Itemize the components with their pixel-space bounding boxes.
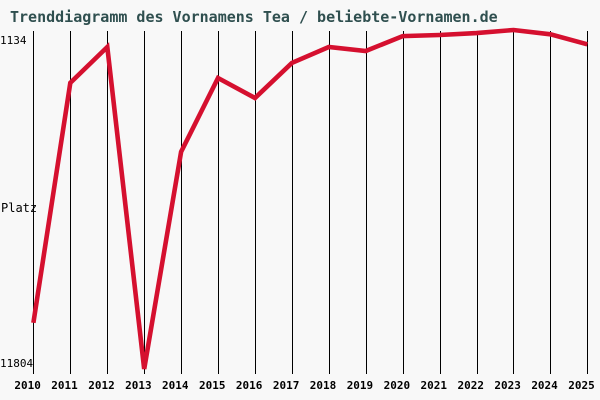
x-tick-label-2019: 2019 <box>346 379 374 392</box>
x-tick-label-2024: 2024 <box>531 379 558 392</box>
trend-line <box>31 27 588 370</box>
y-axis-title: Platz <box>1 201 38 215</box>
x-tick-label-2014: 2014 <box>162 379 189 392</box>
x-tick-label-2017: 2017 <box>272 379 300 392</box>
x-tick-label-2015: 2015 <box>198 379 226 392</box>
x-tick-label-2021: 2021 <box>420 379 448 392</box>
y-axis-bottom-tick-label: 11804 <box>0 357 34 370</box>
y-axis-top-tick-label: 1134 <box>0 34 27 47</box>
x-tick-label-2010: 2010 <box>14 379 41 392</box>
chart-title: Trenddiagramm des Vornamens Tea / belieb… <box>10 8 498 26</box>
x-tick-label-2025: 2025 <box>568 379 595 392</box>
x-tick-label-2022: 2022 <box>457 379 484 392</box>
x-tick-label-2013: 2013 <box>125 379 152 392</box>
x-tick-label-2012: 2012 <box>88 379 115 392</box>
x-tick-label-2020: 2020 <box>383 379 411 392</box>
x-tick-label-2018: 2018 <box>309 379 337 392</box>
x-tick-label-2011: 2011 <box>51 379 78 392</box>
x-tick-label-2016: 2016 <box>235 379 263 392</box>
x-tick-label-2023: 2023 <box>494 379 521 392</box>
gridlines <box>33 31 588 374</box>
